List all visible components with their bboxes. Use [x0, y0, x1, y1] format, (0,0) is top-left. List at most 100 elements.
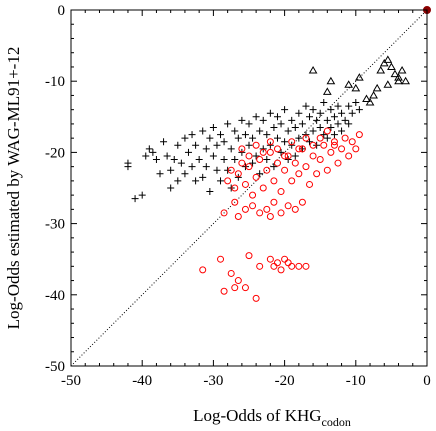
data-point-triangle — [379, 58, 389, 67]
data-point-plus — [277, 148, 285, 156]
data-point-circle — [345, 152, 353, 160]
data-point-circle — [298, 145, 306, 153]
data-point-plus — [295, 109, 303, 117]
data-point-plus — [327, 123, 335, 131]
y-axis-label: Log-Odds estimated by WAG-ML91+-12 — [4, 47, 23, 330]
data-point-circle — [273, 145, 281, 153]
data-point-plus — [152, 156, 160, 164]
data-point-plus — [295, 134, 303, 142]
data-point-circle — [270, 198, 278, 206]
data-point-plus — [206, 188, 214, 196]
data-point-plus — [227, 145, 235, 153]
data-point-plus — [202, 145, 210, 153]
data-point-triangle — [344, 80, 354, 88]
data-point-plus — [273, 113, 281, 121]
data-point-triangle — [322, 87, 332, 95]
data-point-circle — [224, 177, 232, 185]
data-point-plus — [259, 145, 267, 153]
series-triangle — [308, 55, 411, 106]
data-point-plus — [234, 134, 242, 142]
data-point-circle — [241, 205, 249, 213]
data-point-plus — [145, 145, 153, 153]
data-point-plus — [270, 163, 278, 171]
data-point-plus — [334, 120, 342, 128]
data-point-circle — [281, 166, 289, 174]
data-point-plus — [206, 134, 214, 142]
data-point-plus — [284, 156, 292, 164]
data-point-plus — [338, 109, 346, 117]
series-circle — [199, 127, 363, 302]
data-point-circle — [234, 170, 242, 178]
data-point-triangle — [390, 69, 400, 78]
data-point-plus — [266, 109, 274, 117]
data-point-plus — [167, 166, 175, 174]
data-point-plus — [202, 163, 210, 171]
data-point-triangle — [351, 83, 361, 92]
data-point-circle — [281, 152, 289, 160]
data-point-circle — [241, 180, 249, 188]
data-point-circle — [270, 177, 278, 185]
data-point-plus — [298, 145, 306, 153]
data-point-triangle — [397, 66, 407, 74]
data-point-circle — [266, 138, 274, 146]
data-point-circle — [252, 173, 260, 181]
data-point-circle — [298, 198, 306, 206]
data-point-circle — [238, 145, 246, 153]
data-point-circle — [313, 170, 321, 178]
data-point-plus — [177, 159, 185, 167]
data-point-plus — [188, 163, 196, 171]
data-point-circle — [266, 212, 274, 220]
data-point-plus — [302, 102, 310, 110]
axes: -50 -40 -30 -20 -10 0 0 -10 -20 -30 -40 -50 — [45, 3, 431, 389]
data-point-plus — [263, 131, 271, 139]
data-point-plus — [199, 173, 207, 181]
data-point-circle — [270, 262, 278, 270]
data-point-plus — [270, 123, 278, 131]
data-point-circle — [245, 252, 253, 260]
data-point-circle — [277, 209, 285, 217]
data-point-plus — [131, 195, 139, 203]
data-point-triangle — [369, 90, 378, 99]
data-point-circle — [231, 284, 239, 292]
data-point-circle — [217, 255, 225, 263]
data-point-circle — [281, 255, 289, 263]
data-point-circle — [288, 177, 296, 185]
data-point-plus — [256, 127, 264, 135]
data-point-plus — [313, 141, 321, 149]
data-point-plus — [323, 116, 331, 124]
data-point-plus — [160, 138, 168, 146]
data-point-circle — [348, 138, 356, 146]
data-point-plus — [217, 177, 225, 185]
data-point-circle — [252, 141, 260, 149]
data-point-plus — [149, 148, 157, 156]
data-point-circle — [288, 262, 296, 270]
data-point-circle — [249, 202, 257, 210]
data-point-plus — [273, 134, 281, 142]
data-point-plus — [227, 184, 235, 192]
data-point-plus — [291, 152, 299, 160]
data-point-plus — [174, 141, 182, 149]
data-point-circle — [256, 262, 264, 270]
y-tick-label: -40 — [45, 288, 65, 304]
data-point-plus — [323, 134, 331, 142]
data-point-plus — [309, 127, 317, 135]
data-point-circle — [220, 209, 228, 217]
data-point-plus — [174, 177, 182, 185]
data-point-plus — [341, 116, 349, 124]
data-point-plus — [277, 120, 285, 128]
data-point-circle — [295, 262, 303, 270]
data-point-circle — [334, 159, 342, 167]
data-point-circle — [259, 184, 267, 192]
data-point-plus — [217, 131, 225, 139]
data-point-plus — [245, 120, 253, 128]
data-point-triangle — [372, 83, 382, 92]
data-point-plus — [220, 138, 228, 146]
data-point-plus — [306, 138, 314, 146]
data-point-circle — [277, 266, 285, 274]
data-point-circle — [238, 159, 246, 167]
y-tick-label: -50 — [45, 359, 65, 375]
data-point-circle — [266, 255, 274, 263]
data-point-plus — [298, 120, 306, 128]
data-point-plus — [345, 102, 353, 110]
data-point-plus — [302, 131, 310, 139]
